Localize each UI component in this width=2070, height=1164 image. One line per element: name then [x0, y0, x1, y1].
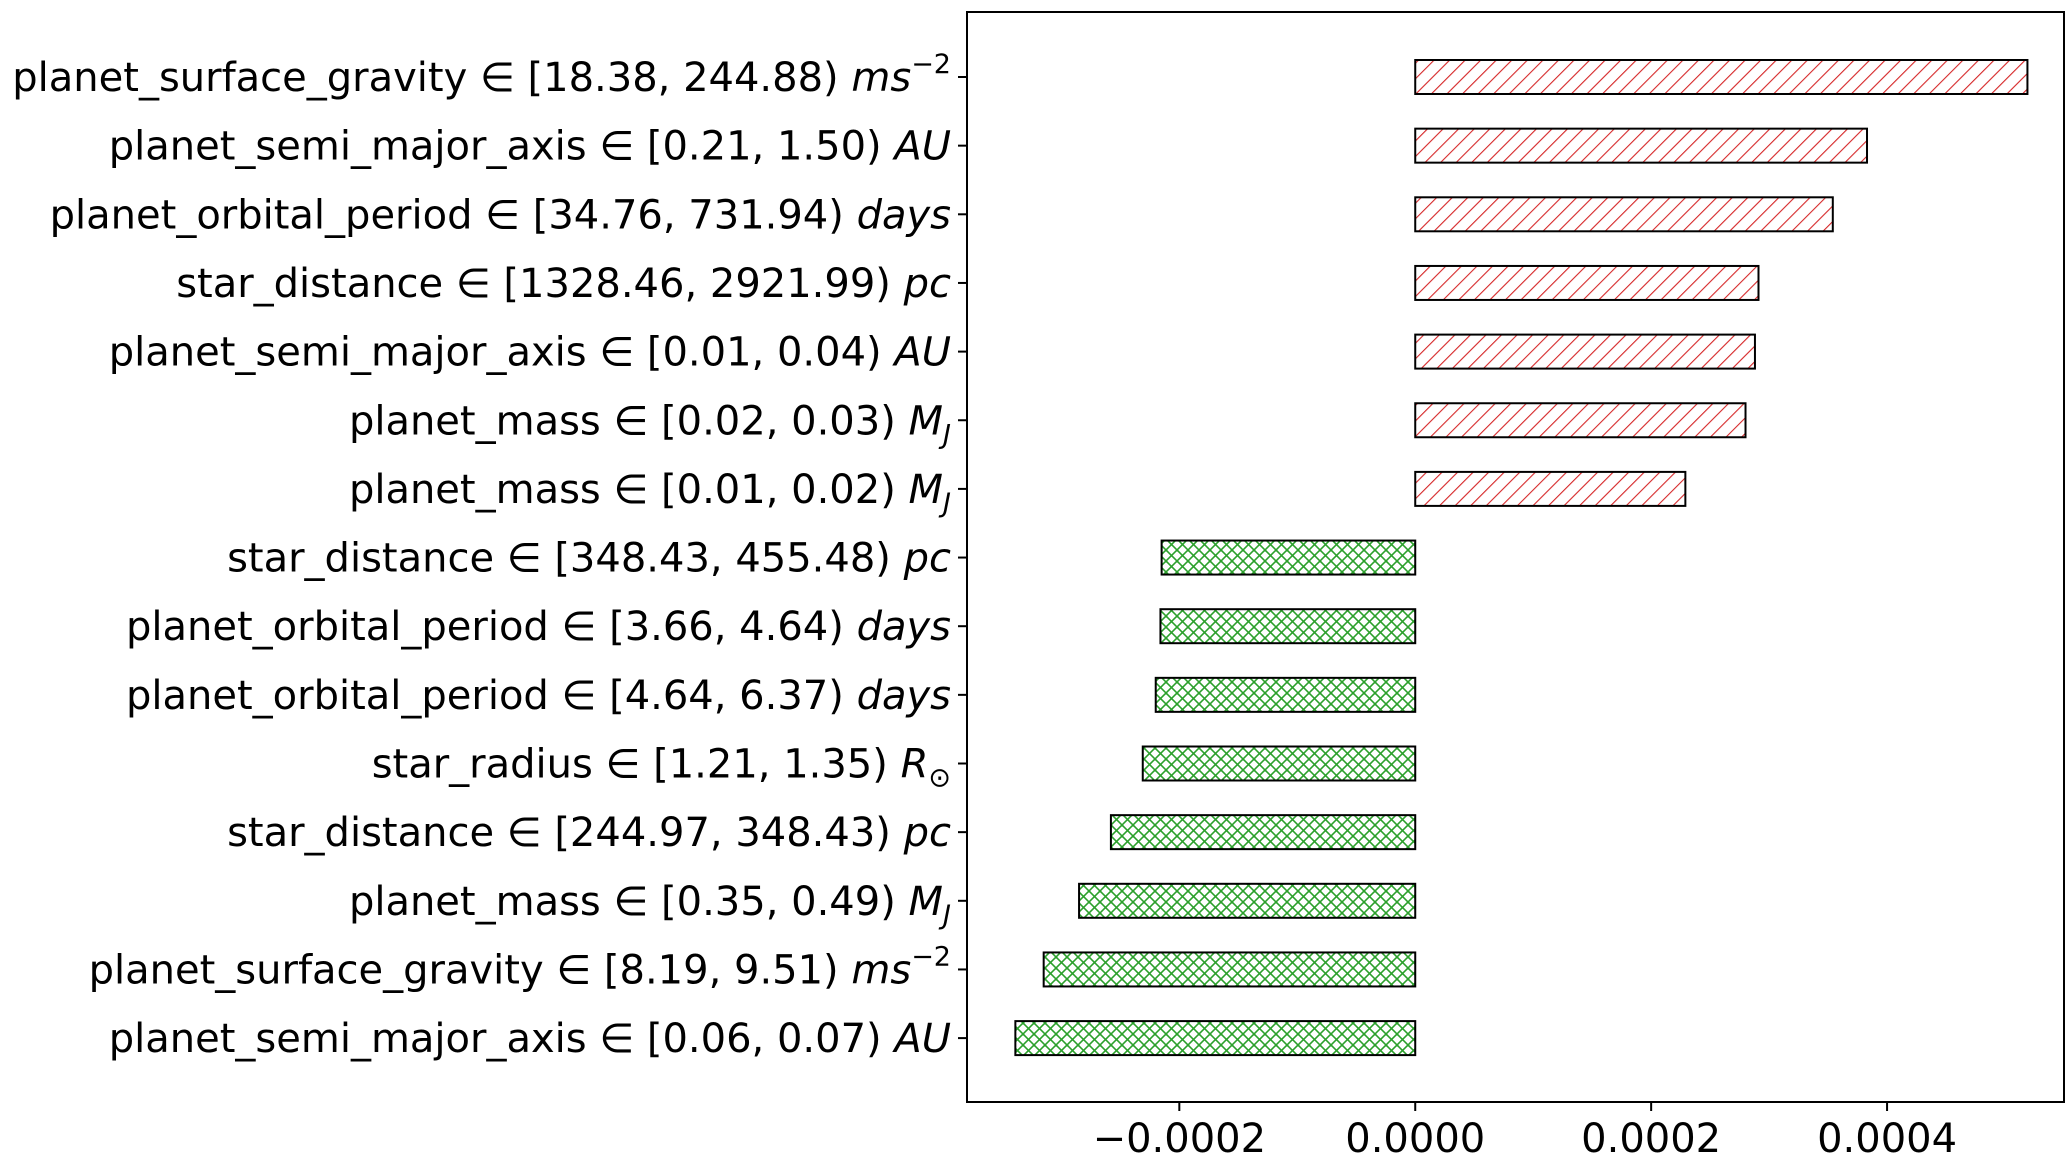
y-axis: planet_surface_gravity ∈ [18.38, 244.88)…	[12, 49, 967, 1062]
x-tick-label: 0.0004	[1817, 1116, 1957, 1162]
y-tick-label: planet_mass ∈ [0.35, 0.49) MJ	[349, 879, 951, 931]
plot-frame	[966, 11, 2065, 1103]
y-tick-label: planet_mass ∈ [0.01, 0.02) MJ	[349, 467, 951, 519]
bar	[1414, 59, 2029, 95]
y-tick-label: star_distance ∈ [244.97, 348.43) pc	[227, 810, 951, 856]
x-tick-label: −0.0002	[1093, 1116, 1266, 1162]
bar	[1414, 402, 1747, 439]
y-tick-label: star_radius ∈ [1.21, 1.35) R⊙	[372, 742, 951, 794]
x-tick-label: 0.0000	[1345, 1116, 1485, 1162]
x-axis: −0.0002 0.0000 0.0002 0.0004	[1093, 1102, 1957, 1162]
bar	[1414, 196, 1834, 233]
y-tick-label: planet_surface_gravity ∈ [8.19, 9.51) ms…	[89, 941, 951, 993]
bar	[1160, 539, 1417, 576]
y-tick-label: planet_semi_major_axis ∈ [0.01, 0.04) AU	[109, 330, 951, 376]
bar	[1414, 264, 1760, 301]
y-tick-label: star_distance ∈ [1328.46, 2921.99) pc	[176, 261, 951, 307]
bars	[1014, 59, 2029, 1057]
bar	[1159, 608, 1417, 645]
x-tick-label: 0.0002	[1581, 1116, 1721, 1162]
bar	[1141, 745, 1417, 782]
y-tick-label: planet_orbital_period ∈ [34.76, 731.94) …	[50, 192, 951, 238]
y-tick-label: planet_orbital_period ∈ [4.64, 6.37) day…	[126, 673, 951, 719]
y-tick-label: planet_orbital_period ∈ [3.66, 4.64) day…	[126, 604, 951, 650]
y-tick-label: planet_mass ∈ [0.02, 0.03) MJ	[349, 398, 951, 450]
y-tick-label: planet_surface_gravity ∈ [18.38, 244.88)…	[12, 49, 951, 101]
y-tick-label: star_distance ∈ [348.43, 455.48) pc	[227, 536, 951, 582]
y-tick-label: planet_semi_major_axis ∈ [0.21, 1.50) AU	[109, 124, 951, 170]
bar	[1078, 882, 1417, 919]
bar	[1414, 127, 1869, 164]
bar	[1414, 470, 1687, 507]
y-tick-label: planet_semi_major_axis ∈ [0.06, 0.07) AU	[109, 1016, 951, 1062]
bar	[1414, 333, 1756, 370]
bar	[1014, 1020, 1417, 1057]
bar	[1154, 676, 1417, 713]
bar	[1109, 814, 1417, 851]
bar	[1042, 951, 1417, 988]
